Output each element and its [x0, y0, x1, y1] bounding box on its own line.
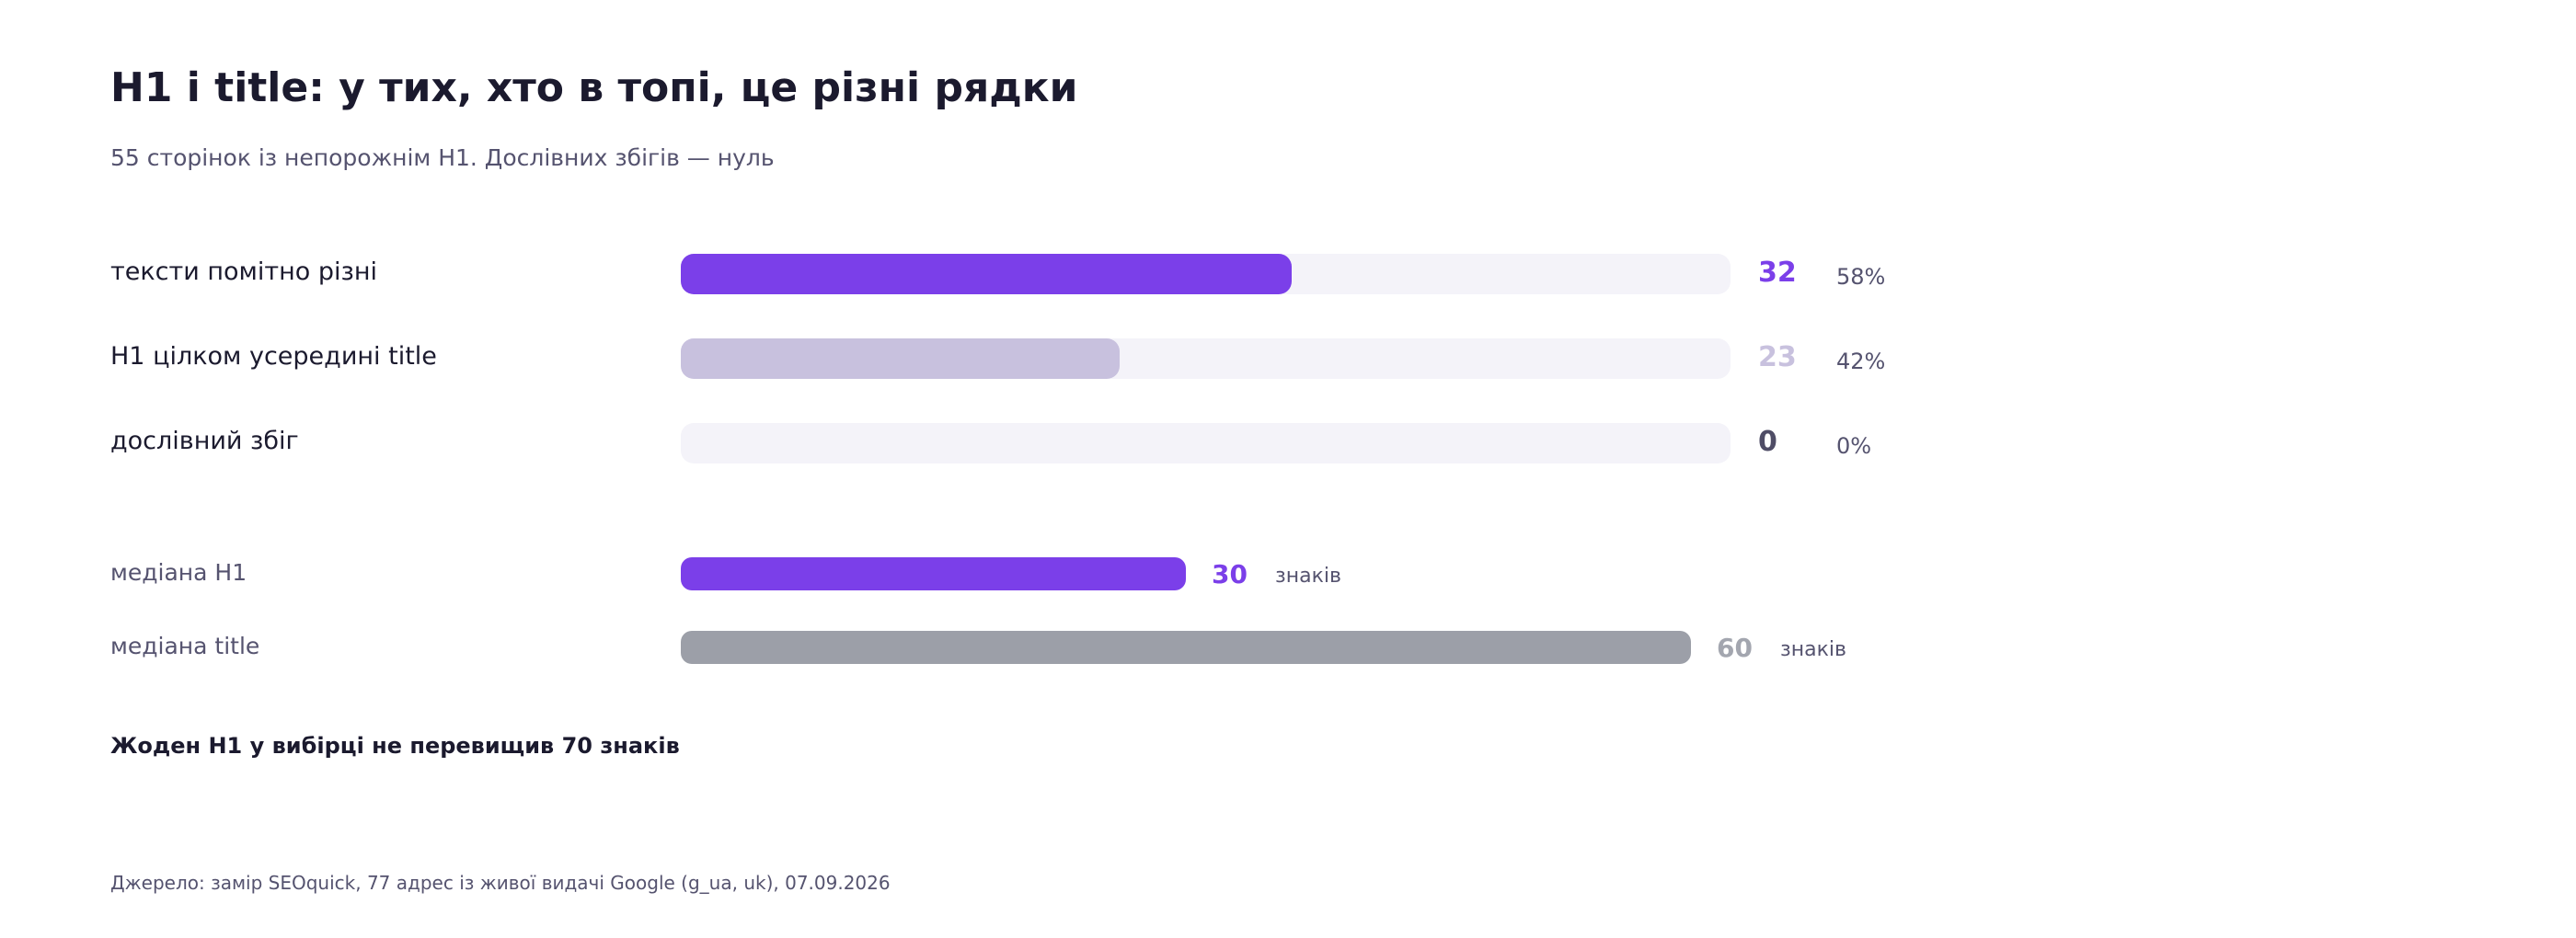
- median-unit-title: знаків: [1780, 638, 1846, 661]
- value-different: 32: [1758, 257, 1797, 289]
- chart-subtitle: 55 сторінок із непорожнім H1. Дослівних …: [110, 144, 775, 171]
- row-label-inside: H1 цілком усередині title: [110, 342, 437, 371]
- bar-inside: [681, 338, 1121, 379]
- percent-inside: 42%: [1836, 349, 1886, 374]
- bar-track-exact: [681, 423, 1731, 463]
- value-inside: 23: [1758, 341, 1797, 373]
- bar-track-different: [681, 254, 1731, 294]
- bar-different: [681, 254, 1292, 294]
- percent-exact: 0%: [1836, 433, 1872, 459]
- chart-title: H1 і title: у тих, хто в топі, це різні …: [110, 64, 1078, 111]
- percent-different: 58%: [1836, 264, 1886, 290]
- chart-note: Жоден H1 у вибірці не перевищив 70 знакі…: [110, 733, 680, 759]
- row-label-exact: дослівний збіг: [110, 427, 299, 455]
- median-value-title: 60: [1717, 633, 1753, 663]
- median-bar-h1: [681, 557, 1186, 590]
- source-note: Джерело: замір SEOquick, 77 адрес із жив…: [110, 872, 891, 894]
- median-unit-h1: знаків: [1275, 565, 1341, 588]
- row-label-different: тексти помітно різні: [110, 257, 378, 286]
- median-label-title: медіана title: [110, 633, 260, 659]
- bar-track-inside: [681, 338, 1731, 379]
- median-bar-title: [681, 631, 1691, 664]
- median-value-h1: 30: [1212, 559, 1248, 589]
- median-label-h1: медіана H1: [110, 559, 247, 586]
- value-exact: 0: [1758, 426, 1777, 458]
